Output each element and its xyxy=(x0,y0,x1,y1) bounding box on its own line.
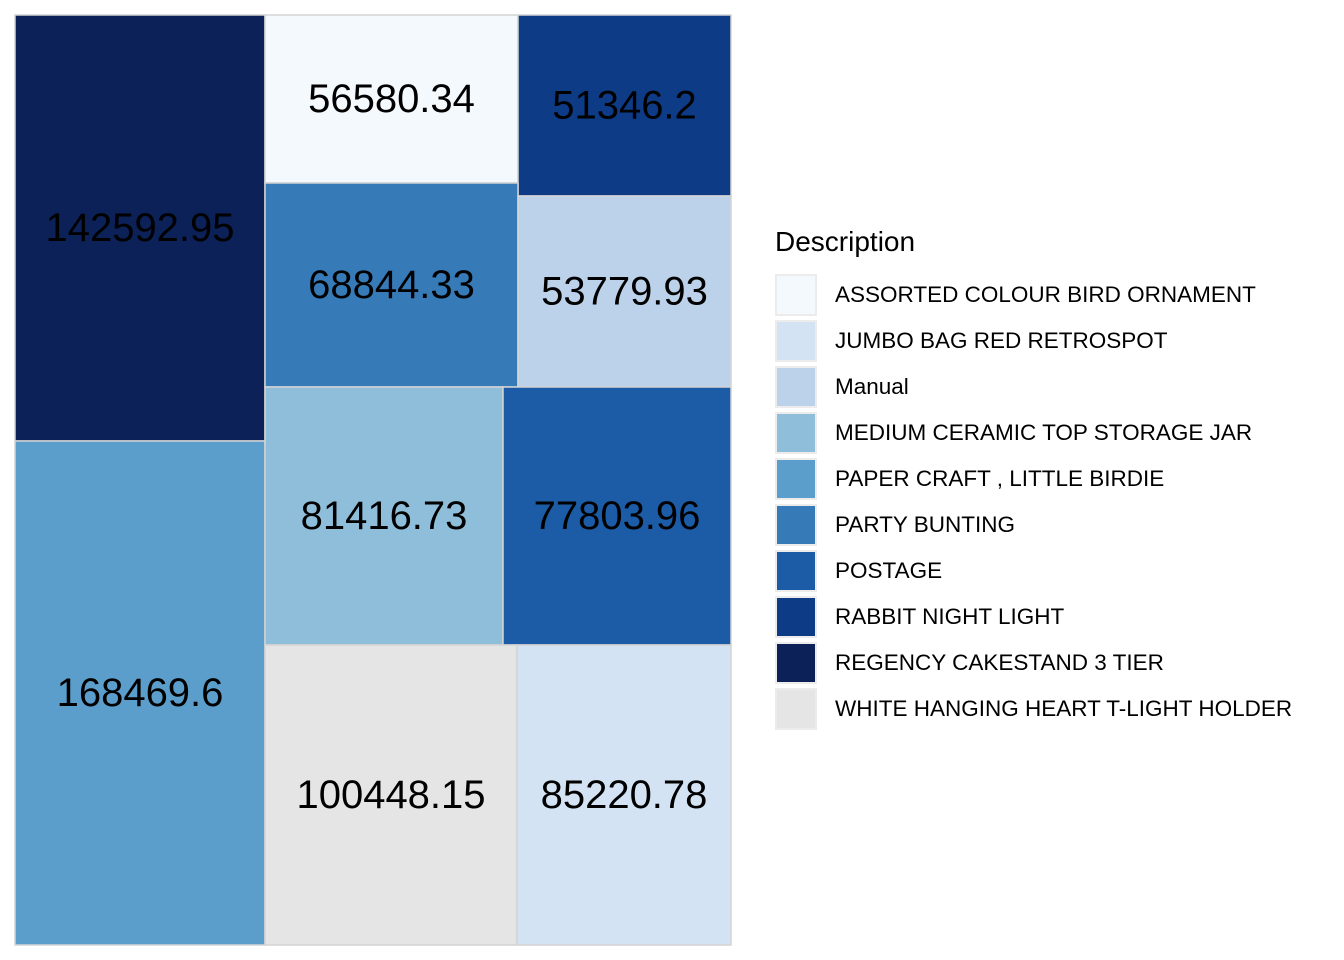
legend-label-party-bunting: PARTY BUNTING xyxy=(835,512,1016,537)
tile-value-label-postage: 77803.96 xyxy=(534,494,701,538)
legend-swatch-party-bunting xyxy=(775,504,817,546)
legend-label-medium-ceramic-top-storage-jar: MEDIUM CERAMIC TOP STORAGE JAR xyxy=(835,420,1253,445)
tile-value-label-regency-cakestand-3-tier: 142592.95 xyxy=(45,206,234,250)
tile-rect-jumbo-bag-red-retrospot xyxy=(516,644,732,946)
tile-rect-postage xyxy=(502,386,732,646)
tile-value-label-jumbo-bag-red-retrospot: 85220.78 xyxy=(541,773,708,817)
tile-white-hanging-heart-t-light-holder: 100448.15 xyxy=(264,644,518,946)
legend-item-white-hanging-heart-t-light-holder: WHITE HANGING HEART T-LIGHT HOLDER xyxy=(775,686,1292,732)
tile-rect-manual xyxy=(517,195,732,388)
legend-label-jumbo-bag-red-retrospot: JUMBO BAG RED RETROSPOT xyxy=(835,328,1168,353)
legend-title: Description xyxy=(775,226,916,257)
tile-value-label-assorted-colour-bird-ornament: 56580.34 xyxy=(308,77,475,121)
legend-swatch-medium-ceramic-top-storage-jar xyxy=(775,412,817,454)
tile-rect-regency-cakestand-3-tier xyxy=(14,14,266,442)
legend-item-medium-ceramic-top-storage-jar: MEDIUM CERAMIC TOP STORAGE JAR xyxy=(775,410,1292,456)
legend-item-party-bunting: PARTY BUNTING xyxy=(775,502,1292,548)
legend-swatch-manual xyxy=(775,366,817,408)
legend-swatch-postage xyxy=(775,550,817,592)
tile-rect-party-bunting xyxy=(264,182,519,388)
tile-value-label-paper-craft-little-birdie: 168469.6 xyxy=(57,671,224,715)
tile-jumbo-bag-red-retrospot: 85220.78 xyxy=(516,644,732,946)
tile-postage: 77803.96 xyxy=(502,386,732,646)
tile-party-bunting: 68844.33 xyxy=(264,182,519,388)
tile-value-label-medium-ceramic-top-storage-jar: 81416.73 xyxy=(301,494,468,538)
tile-value-label-white-hanging-heart-t-light-holder: 100448.15 xyxy=(296,773,485,817)
tile-value-label-rabbit-night-light: 51346.2 xyxy=(552,84,697,128)
legend-swatch-jumbo-bag-red-retrospot xyxy=(775,320,817,362)
legend-item-postage: POSTAGE xyxy=(775,548,1292,594)
legend-label-postage: POSTAGE xyxy=(835,558,943,583)
tile-medium-ceramic-top-storage-jar: 81416.73 xyxy=(264,386,504,646)
legend-swatch-regency-cakestand-3-tier xyxy=(775,642,817,684)
tile-paper-craft-little-birdie: 168469.6 xyxy=(14,440,266,946)
legend-item-jumbo-bag-red-retrospot: JUMBO BAG RED RETROSPOT xyxy=(775,318,1292,364)
legend-swatch-rabbit-night-light xyxy=(775,596,817,638)
legend-swatch-assorted-colour-bird-ornament xyxy=(775,274,817,316)
tile-rect-rabbit-night-light xyxy=(517,14,732,197)
legend-item-manual: Manual xyxy=(775,364,1292,410)
legend-label-rabbit-night-light: RABBIT NIGHT LIGHT xyxy=(835,604,1065,629)
tile-rabbit-night-light: 51346.2 xyxy=(517,14,732,197)
tile-rect-medium-ceramic-top-storage-jar xyxy=(264,386,504,646)
legend-label-paper-craft-little-birdie: PAPER CRAFT , LITTLE BIRDIE xyxy=(835,466,1165,491)
tile-rect-white-hanging-heart-t-light-holder xyxy=(264,644,518,946)
legend-label-assorted-colour-bird-ornament: ASSORTED COLOUR BIRD ORNAMENT xyxy=(835,282,1256,307)
tile-assorted-colour-bird-ornament: 56580.34 xyxy=(264,14,519,184)
legend: Description ASSORTED COLOUR BIRD ORNAMEN… xyxy=(775,226,1292,732)
legend-item-assorted-colour-bird-ornament: ASSORTED COLOUR BIRD ORNAMENT xyxy=(775,272,1292,318)
treemap-chart: 142592.95 168469.6 56580.34 51346.2 68844.33… xyxy=(14,14,732,946)
tile-value-label-party-bunting: 68844.33 xyxy=(308,263,475,307)
tile-value-label-manual: 53779.93 xyxy=(541,270,708,314)
tile-regency-cakestand-3-tier: 142592.95 xyxy=(14,14,266,442)
legend-swatch-white-hanging-heart-t-light-holder xyxy=(775,688,817,730)
legend-item-paper-craft-little-birdie: PAPER CRAFT , LITTLE BIRDIE xyxy=(775,456,1292,502)
legend-swatch-paper-craft-little-birdie xyxy=(775,458,817,500)
tile-manual: 53779.93 xyxy=(517,195,732,388)
legend-item-regency-cakestand-3-tier: REGENCY CAKESTAND 3 TIER xyxy=(775,640,1292,686)
legend-item-rabbit-night-light: RABBIT NIGHT LIGHT xyxy=(775,594,1292,640)
legend-label-manual: Manual xyxy=(835,374,909,399)
legend-label-regency-cakestand-3-tier: REGENCY CAKESTAND 3 TIER xyxy=(835,650,1164,675)
tile-rect-paper-craft-little-birdie xyxy=(14,440,266,946)
legend-label-white-hanging-heart-t-light-holder: WHITE HANGING HEART T-LIGHT HOLDER xyxy=(835,696,1293,721)
tile-rect-assorted-colour-bird-ornament xyxy=(264,14,519,184)
